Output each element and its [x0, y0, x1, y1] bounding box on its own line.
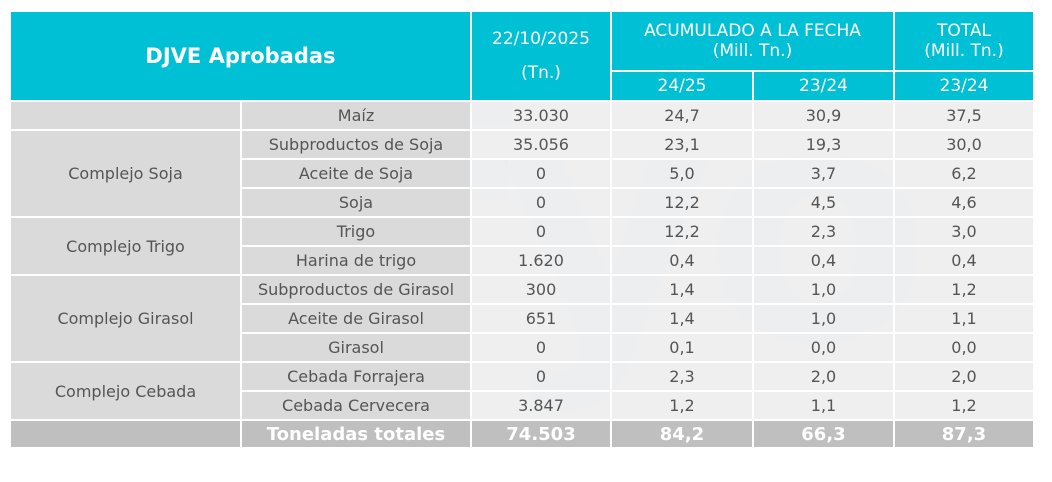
col-accum-2324: 23/24: [752, 70, 895, 102]
product-cell: Cebada Cervecera: [240, 390, 472, 421]
table-title: DJVE Aprobadas: [9, 10, 472, 102]
product-cell: Aceite de Soja: [240, 158, 472, 189]
total-label-cell: Toneladas totales: [240, 419, 472, 449]
accum-2324-cell: 0,4: [752, 245, 895, 276]
tn-cell: 35.056: [470, 129, 612, 160]
total-t2324-cell: 87,3: [893, 419, 1035, 449]
djve-table: DJVE Aprobadas 22/10/2025 (Tn.) ACUMULAD…: [9, 10, 1035, 449]
table-row: Cebada Cervecera 3.847 1,2 1,1 1,2: [10, 390, 1035, 421]
tn-cell: 0: [470, 361, 612, 392]
accum-2324-cell: 0,0: [752, 332, 895, 363]
total-2324-cell: 6,2: [893, 158, 1035, 189]
total-header: TOTAL (Mill. Tn.): [893, 10, 1035, 72]
product-cell: Harina de trigo: [240, 245, 472, 276]
accum-2324-cell: 19,3: [752, 129, 895, 160]
tn-cell: 300: [470, 274, 612, 305]
accum-2324-cell: 1,0: [752, 303, 895, 334]
table-row: Complejo Cebada Cebada Forrajera 0 2,3 2,0 2,…: [9, 361, 1035, 421]
total-2324-cell: 0,0: [893, 332, 1035, 363]
accum-2324-cell: 2,0: [752, 361, 895, 392]
total-unit: (Mill. Tn.): [924, 41, 1004, 61]
table-row: Girasol 0 0,1 0,0 0,0: [10, 332, 1035, 363]
col-total-2324: 23/24: [893, 70, 1035, 102]
accum-2324-cell: 1,1: [752, 390, 895, 421]
table-row: Aceite de Soja 0 5,0 3,7 6,2: [10, 158, 1035, 189]
accum-2425-cell: 5,0: [610, 158, 754, 189]
product-cell: Girasol: [240, 332, 472, 363]
group-cell: Complejo Soja: [9, 129, 242, 218]
product-cell: Cebada Forrajera: [240, 361, 472, 392]
product-cell: Subproductos de Soja: [240, 129, 472, 160]
total-2324-cell: 3,0: [893, 216, 1035, 247]
tn-cell: 0: [470, 187, 612, 218]
tn-cell: 0: [470, 216, 612, 247]
product-cell: Maíz: [240, 100, 472, 131]
accum-header: ACUMULADO A LA FECHA (Mill. Tn.): [610, 10, 895, 72]
group-cell: [9, 100, 242, 131]
group-cell: Complejo Girasol: [9, 274, 242, 363]
accum-2425-cell: 0,4: [610, 245, 754, 276]
accum-2324-cell: 3,7: [752, 158, 895, 189]
tn-cell: 1.620: [470, 245, 612, 276]
total-2324-cell: 1,1: [893, 303, 1035, 334]
total-empty-cell: [9, 419, 242, 449]
accum-2425-cell: 0,1: [610, 332, 754, 363]
table-row: Soja 0 12,2 4,5 4,6: [10, 187, 1035, 218]
total-2324-cell: 37,5: [893, 100, 1035, 131]
accum-2324-cell: 30,9: [752, 100, 895, 131]
product-cell: Trigo: [240, 216, 472, 247]
table-row: Complejo Girasol Subproductos de Girasol 3…: [9, 274, 1035, 363]
total-2324-cell: 4,6: [893, 187, 1035, 218]
tn-cell: 3.847: [470, 390, 612, 421]
group-cell: Complejo Cebada: [9, 361, 242, 421]
accum-2425-cell: 12,2: [610, 216, 754, 247]
product-cell: Subproductos de Girasol: [240, 274, 472, 305]
table-row: Harina de trigo 1.620 0,4 0,4 0,4: [10, 245, 1035, 276]
accum-unit: (Mill. Tn.): [712, 41, 793, 61]
date-header: 22/10/2025 (Tn.): [470, 10, 612, 102]
accum-2324-cell: 4,5: [752, 187, 895, 218]
date-label: 22/10/2025: [492, 29, 590, 49]
accum-2324-cell: 1,0: [752, 274, 895, 305]
total-a2324-cell: 66,3: [752, 419, 895, 449]
total-tn-cell: 74.503: [470, 419, 612, 449]
accum-2425-cell: 1,2: [610, 390, 754, 421]
total-row: Toneladas totales 74.503 84,2 66,3 87,3: [9, 419, 1035, 449]
tn-cell: 0: [470, 332, 612, 363]
total-2324-cell: 2,0: [893, 361, 1035, 392]
accum-2425-cell: 1,4: [610, 303, 754, 334]
total-2324-cell: 0,4: [893, 245, 1035, 276]
product-cell: Aceite de Girasol: [240, 303, 472, 334]
table-row: Complejo Soja Subproductos de Soja 35.056 2…: [9, 129, 1035, 218]
accum-2425-cell: 12,2: [610, 187, 754, 218]
table-row: Maíz 33.030 24,7 30,9 37,5: [9, 100, 1035, 131]
tn-cell: 33.030: [470, 100, 612, 131]
total-a2425-cell: 84,2: [610, 419, 754, 449]
accum-title: ACUMULADO A LA FECHA: [644, 21, 861, 41]
date-unit: (Tn.): [521, 63, 561, 83]
accum-2425-cell: 1,4: [610, 274, 754, 305]
tn-cell: 0: [470, 158, 612, 189]
product-cell: Soja: [240, 187, 472, 218]
tn-cell: 651: [470, 303, 612, 334]
col-accum-2425: 24/25: [610, 70, 754, 102]
total-title: TOTAL: [937, 21, 991, 41]
accum-2425-cell: 24,7: [610, 100, 754, 131]
total-2324-cell: 1,2: [893, 274, 1035, 305]
total-2324-cell: 30,0: [893, 129, 1035, 160]
group-cell: Complejo Trigo: [9, 216, 242, 276]
accum-2324-cell: 2,3: [752, 216, 895, 247]
table-row: Complejo Trigo Trigo 0 12,2 2,3 3,0: [9, 216, 1035, 276]
accum-2425-cell: 2,3: [610, 361, 754, 392]
total-2324-cell: 1,2: [893, 390, 1035, 421]
accum-2425-cell: 23,1: [610, 129, 754, 160]
table-row: Aceite de Girasol 651 1,4 1,0 1,1: [10, 303, 1035, 334]
